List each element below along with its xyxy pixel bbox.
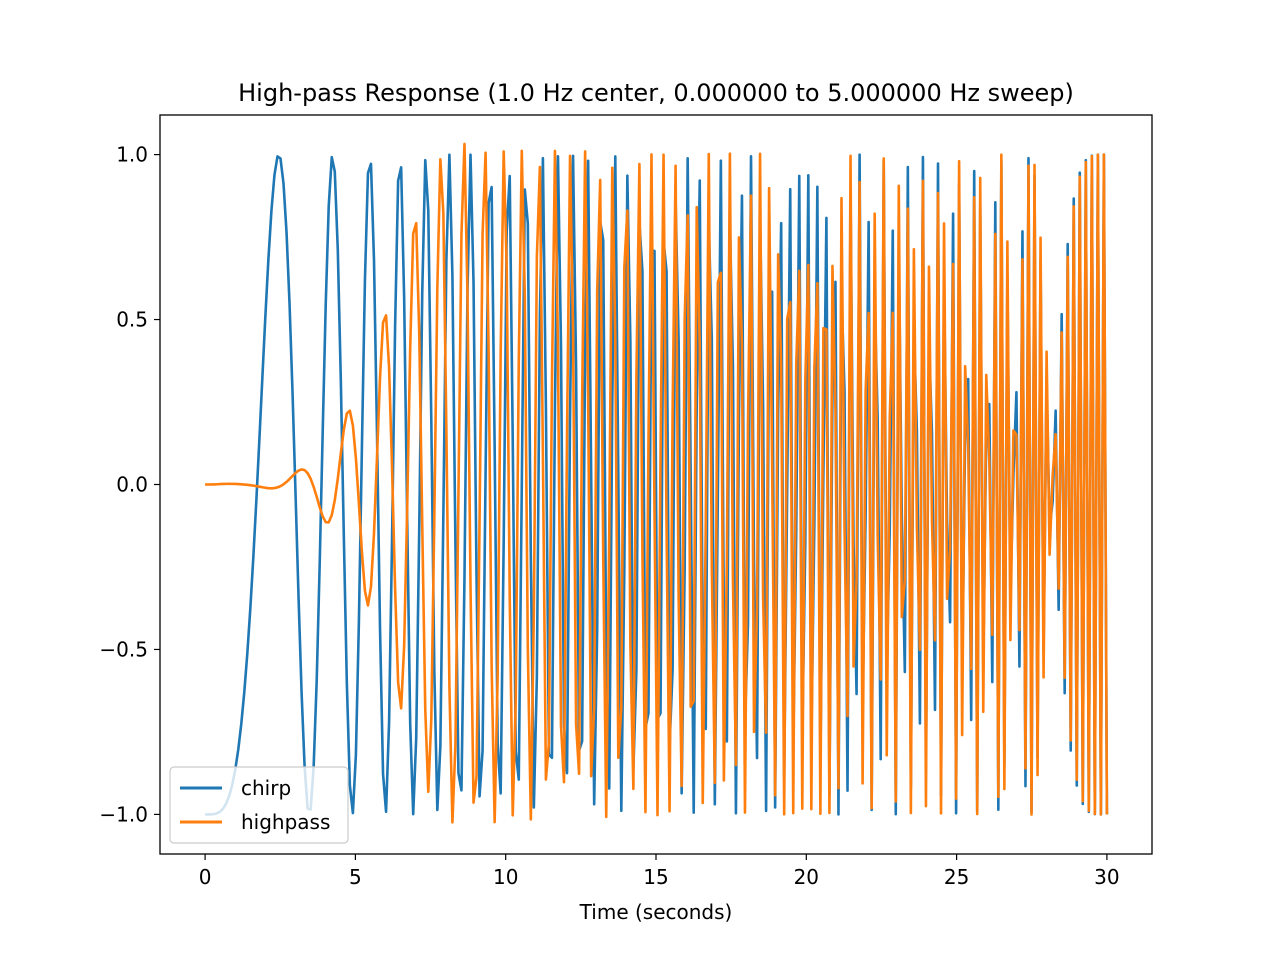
y-axis: 1.0 0.5 0.0 −0.5 −1.0 — [99, 143, 160, 826]
x-axis: 0 5 10 15 20 25 30 — [199, 854, 1120, 889]
y-tick-label: 0.5 — [116, 308, 148, 332]
legend-box — [169, 766, 349, 844]
x-tick-label: 0 — [199, 865, 212, 889]
legend-label-highpass: highpass — [241, 810, 330, 834]
y-tick-label: −1.0 — [99, 802, 148, 826]
x-axis-label: Time (seconds) — [579, 900, 733, 924]
series-line-highpass — [205, 142, 1109, 824]
legend-label-chirp: chirp — [241, 776, 291, 800]
x-tick-label: 10 — [493, 865, 518, 889]
x-tick-label: 25 — [944, 865, 969, 889]
x-tick-label: 15 — [643, 865, 668, 889]
y-tick-label: 1.0 — [116, 143, 148, 167]
x-tick-label: 5 — [349, 865, 362, 889]
y-tick-label: −0.5 — [99, 637, 148, 661]
series-layer — [205, 142, 1109, 824]
x-tick-label: 20 — [794, 865, 819, 889]
x-tick-label: 30 — [1094, 865, 1119, 889]
y-tick-label: 0.0 — [116, 473, 148, 497]
chart-title: High-pass Response (1.0 Hz center, 0.000… — [238, 79, 1074, 107]
legend: chirp highpass — [169, 766, 349, 844]
